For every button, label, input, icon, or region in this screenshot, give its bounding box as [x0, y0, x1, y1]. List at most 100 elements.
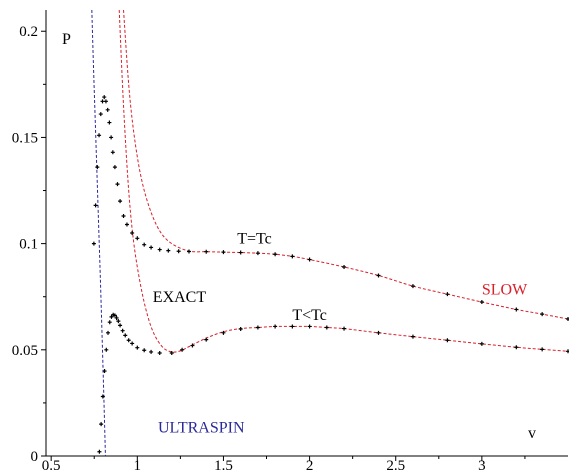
data-point — [290, 254, 295, 259]
data-point — [307, 324, 312, 329]
data-point — [99, 422, 104, 427]
data-point — [97, 133, 102, 138]
x-tick-label: 1 — [134, 458, 142, 474]
series-markers-4 — [97, 312, 569, 454]
data-point — [204, 249, 209, 254]
series-line-2 — [118, 9, 569, 353]
x-tick-label: 0.5 — [42, 458, 61, 474]
y-tick-label: 0.15 — [12, 130, 38, 146]
data-point — [514, 345, 519, 350]
data-point — [112, 165, 117, 170]
data-point — [221, 250, 226, 255]
data-point — [97, 449, 102, 454]
data-point — [102, 369, 107, 374]
y-tick-label: 0.2 — [19, 24, 38, 40]
series-markers-3 — [91, 95, 569, 322]
data-point — [149, 349, 154, 354]
y-axis-label: P — [62, 31, 71, 48]
data-point — [410, 334, 415, 339]
data-point — [130, 341, 135, 346]
annotation-0: T=Tc — [237, 231, 272, 248]
series-line-0 — [91, 9, 106, 457]
data-point — [342, 264, 347, 269]
data-point — [376, 273, 381, 278]
data-point — [514, 307, 519, 312]
data-point — [118, 323, 123, 328]
data-point — [273, 324, 278, 329]
data-point — [102, 95, 107, 100]
data-point — [157, 247, 162, 252]
data-point — [566, 317, 569, 322]
data-point — [120, 328, 125, 333]
data-point — [479, 300, 484, 305]
data-point — [273, 252, 278, 257]
data-point — [149, 245, 154, 250]
annotation-2: EXACT — [153, 289, 207, 306]
data-point — [135, 236, 140, 241]
data-point — [342, 326, 347, 331]
data-point — [107, 120, 112, 125]
data-point — [176, 249, 181, 254]
data-point — [104, 347, 109, 352]
data-point — [540, 347, 545, 352]
data-point — [109, 314, 114, 319]
data-point — [157, 350, 162, 355]
x-tick-label: 1.5 — [214, 458, 233, 474]
data-point — [479, 341, 484, 346]
data-point — [445, 338, 450, 343]
data-point — [221, 330, 226, 335]
y-tick-label: 0.1 — [19, 237, 38, 253]
data-point — [445, 292, 450, 297]
data-point — [112, 313, 117, 318]
data-point — [307, 257, 312, 262]
axes: 0.5 1 1.5 2 2.5 3 0 0.05 0.1 0.15 0.2 — [12, 10, 568, 474]
annotation-1: T<Tc — [292, 307, 327, 324]
data-point — [166, 248, 171, 253]
data-point — [106, 330, 111, 335]
data-point — [116, 319, 121, 324]
y-tick-label: 0.05 — [12, 343, 38, 359]
data-point — [255, 251, 260, 256]
data-point — [135, 345, 140, 350]
data-point — [98, 112, 103, 117]
x-tick-label: 2 — [306, 458, 314, 474]
data-point — [103, 99, 108, 104]
data-point — [118, 199, 123, 204]
data-point — [107, 320, 112, 325]
label-layer: P v T=Tc T<Tc EXACT SLOW ULTRASPIN — [62, 31, 536, 442]
data-point — [238, 250, 243, 255]
data-point — [238, 326, 243, 331]
data-point — [110, 150, 115, 155]
data-point — [376, 330, 381, 335]
data-point — [169, 350, 174, 355]
data-point — [100, 394, 105, 399]
x-axis-label: v — [528, 425, 536, 442]
data-point — [105, 107, 110, 112]
data-point — [130, 231, 135, 235]
x-tick-label: 3 — [478, 458, 486, 474]
series-layer — [91, 9, 569, 457]
data-point — [410, 284, 415, 289]
data-point — [115, 182, 120, 187]
data-point — [204, 337, 209, 342]
data-point — [142, 348, 147, 353]
data-point — [324, 325, 329, 330]
data-point — [124, 222, 129, 227]
data-point — [186, 249, 191, 254]
data-point — [540, 312, 545, 317]
data-point — [255, 325, 260, 330]
data-point — [126, 338, 131, 343]
data-point — [91, 241, 96, 246]
data-point — [95, 165, 100, 170]
data-point — [180, 347, 185, 352]
data-point — [109, 135, 114, 140]
series-line-1 — [123, 9, 569, 320]
data-point — [93, 203, 98, 208]
data-point — [114, 315, 119, 320]
data-point — [123, 333, 128, 338]
x-tick-label: 2.5 — [386, 458, 405, 474]
annotation-4: ULTRASPIN — [158, 420, 245, 437]
data-point — [142, 242, 147, 247]
data-point — [290, 324, 295, 329]
